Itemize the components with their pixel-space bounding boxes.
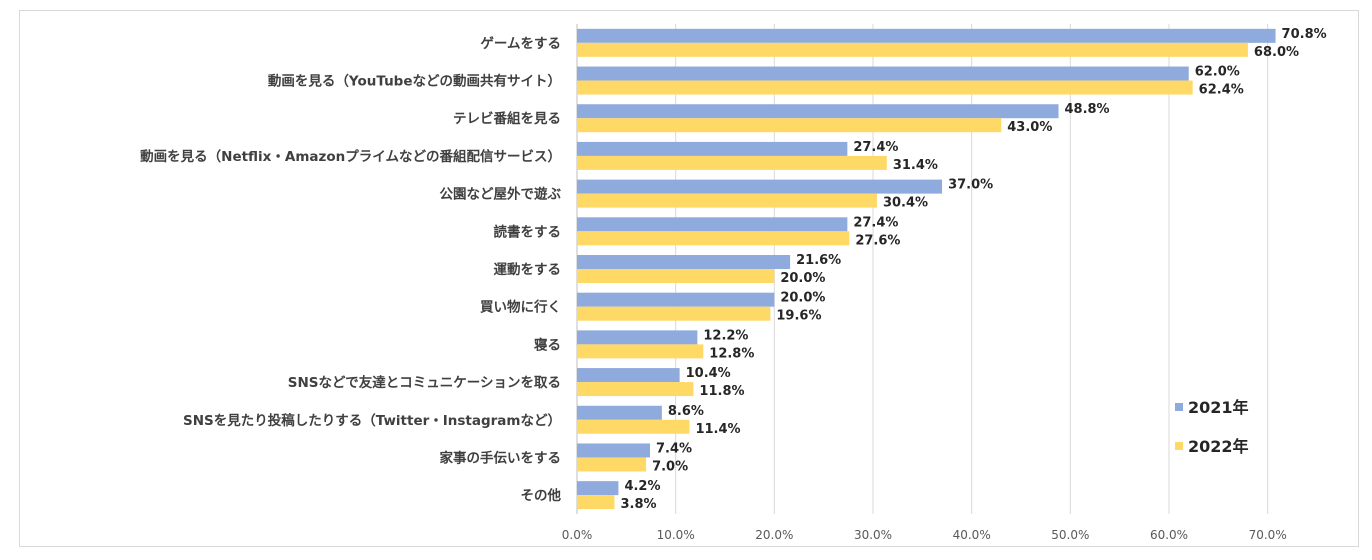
- x-tick-label: 70.0%: [1249, 528, 1287, 542]
- value-label: 48.8%: [1064, 102, 1109, 117]
- bar-2021: [577, 179, 943, 194]
- value-label: 4.2%: [624, 479, 660, 494]
- value-label: 43.0%: [1007, 120, 1052, 135]
- bar-2022: [577, 457, 647, 472]
- value-label: 62.4%: [1199, 83, 1244, 98]
- value-label: 31.4%: [893, 158, 938, 173]
- legend-marker: [1175, 403, 1183, 411]
- bar-2021: [577, 217, 848, 232]
- category-label: その他: [521, 487, 562, 504]
- value-label: 27.4%: [853, 140, 898, 155]
- bar-2022: [577, 80, 1193, 95]
- category-label: 公園など屋外で遊ぶ: [440, 186, 562, 203]
- category-label: 買い物に行く: [480, 299, 561, 316]
- x-tick-label: 40.0%: [953, 528, 991, 542]
- bar-2022: [577, 193, 877, 208]
- value-label: 7.4%: [656, 441, 692, 456]
- x-tick-label: 60.0%: [1150, 528, 1188, 542]
- value-label: 70.8%: [1282, 27, 1327, 42]
- value-label: 11.4%: [695, 422, 740, 437]
- bar-2021: [577, 104, 1059, 119]
- value-label: 27.4%: [853, 215, 898, 230]
- legend-marker: [1175, 442, 1183, 450]
- x-tick-label: 0.0%: [562, 528, 593, 542]
- value-label: 68.0%: [1254, 45, 1299, 60]
- value-label: 30.4%: [883, 196, 928, 211]
- value-label: 37.0%: [948, 178, 993, 193]
- value-label: 27.6%: [855, 233, 900, 248]
- bar-2021: [577, 28, 1276, 43]
- value-label: 8.6%: [668, 404, 704, 419]
- value-label: 21.6%: [796, 253, 841, 268]
- value-label: 3.8%: [620, 497, 656, 512]
- bar-2022: [577, 344, 704, 359]
- bar-2022: [577, 269, 775, 283]
- category-label: 動画を見る（YouTubeなどの動画共有サイト）: [268, 73, 561, 90]
- bar-2021: [577, 405, 662, 420]
- category-label: 動画を見る（Netflix・Amazonプライムなどの番組配信サービス）: [140, 148, 561, 165]
- x-tick-label: 30.0%: [854, 528, 892, 542]
- category-label: 運動をする: [494, 261, 562, 278]
- value-label: 19.6%: [776, 309, 821, 324]
- value-label: 7.0%: [652, 459, 688, 474]
- value-label: 12.2%: [703, 328, 748, 343]
- category-label: ゲームをする: [480, 35, 561, 52]
- bar-2022: [577, 306, 771, 321]
- category-label: 家事の手伝いをする: [440, 449, 562, 466]
- category-label: SNSを見たり投稿したりする（Twitter・Instagramなど）: [183, 412, 561, 429]
- bar-2021: [577, 255, 791, 269]
- bar-2021: [577, 66, 1189, 81]
- x-tick-label: 10.0%: [657, 528, 695, 542]
- legend-label: 2022年: [1188, 437, 1249, 456]
- bar-2021: [577, 330, 698, 345]
- bar-2022: [577, 419, 690, 434]
- value-label: 10.4%: [686, 366, 731, 381]
- x-tick-label: 50.0%: [1051, 528, 1089, 542]
- bar-2022: [577, 42, 1248, 57]
- bar-2021: [577, 443, 651, 458]
- category-label: SNSなどで友達とコミュニケーションを取る: [288, 374, 561, 391]
- bar-2021: [577, 368, 680, 383]
- value-label: 20.0%: [780, 291, 825, 306]
- legend-label: 2021年: [1188, 398, 1249, 417]
- category-label: 読書をする: [494, 223, 562, 240]
- category-label: テレビ番組を見る: [453, 110, 561, 127]
- value-label: 12.8%: [709, 346, 754, 361]
- bar-2022: [577, 231, 850, 246]
- bar-2022: [577, 118, 1002, 133]
- value-label: 20.0%: [780, 271, 825, 286]
- bar-2021: [577, 292, 775, 307]
- bar-2021: [577, 481, 619, 496]
- category-label: 寝る: [534, 336, 561, 353]
- bar-2022: [577, 382, 694, 397]
- value-label: 62.0%: [1195, 65, 1240, 80]
- bar-2021: [577, 141, 848, 156]
- bar-2022: [577, 495, 615, 510]
- bar-2022: [577, 155, 887, 170]
- value-label: 11.8%: [699, 384, 744, 399]
- chart-frame: [19, 10, 1359, 547]
- x-tick-label: 20.0%: [755, 528, 793, 542]
